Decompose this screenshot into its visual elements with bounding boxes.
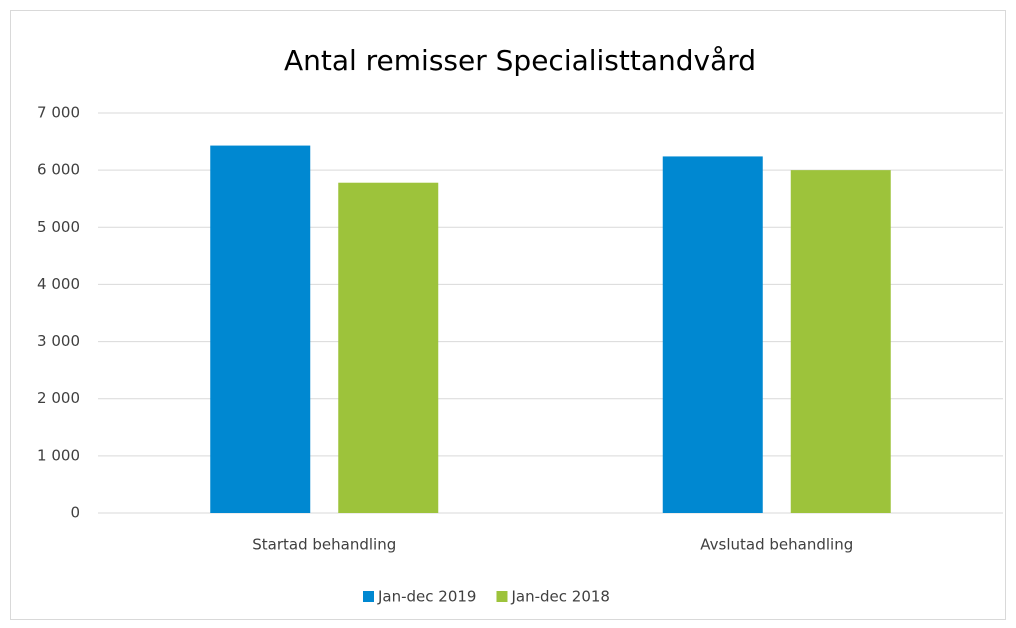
bar [662, 156, 763, 513]
bar [210, 145, 311, 514]
legend-swatch [363, 591, 374, 602]
x-tick-label: Avslutad behandling [700, 536, 853, 554]
chart-title: Antal remisser Specialisttandvård [284, 44, 756, 77]
y-tick-label: 6 000 [37, 161, 80, 179]
y-tick-label: 1 000 [37, 446, 80, 464]
y-tick-label: 3 000 [37, 332, 80, 350]
x-tick-label: Startad behandling [252, 536, 396, 554]
y-tick-label: 2 000 [37, 389, 80, 407]
y-tick-label: 5 000 [37, 218, 80, 236]
legend-swatch [496, 591, 508, 602]
legend-label: Jan-dec 2018 [510, 588, 609, 606]
y-tick-label: 4 000 [37, 275, 80, 293]
bar [338, 182, 439, 513]
bar [790, 170, 891, 513]
legend-label: Jan-dec 2019 [377, 588, 476, 606]
y-tick-label: 7 000 [37, 104, 80, 122]
y-tick-label: 0 [70, 504, 80, 522]
